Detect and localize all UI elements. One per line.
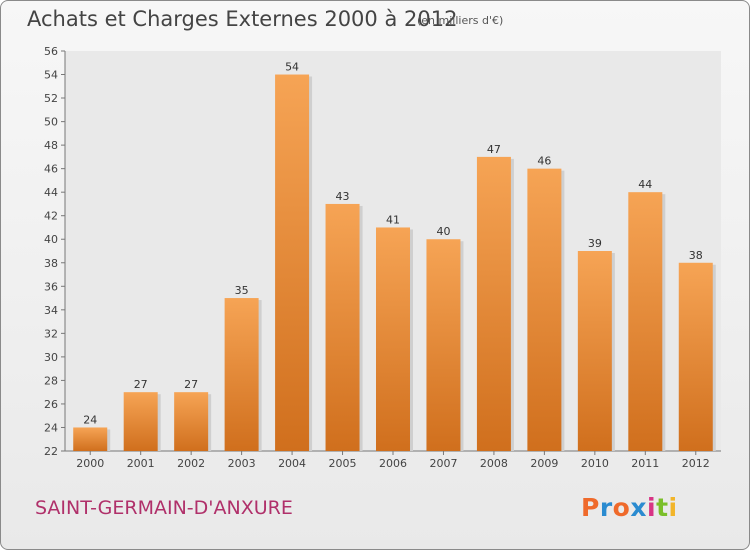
logo-letter: P [581,493,600,522]
bar [275,74,310,451]
bar-value-label: 27 [134,378,148,391]
y-tick-label: 54 [44,69,58,82]
y-tick-label: 38 [44,257,58,270]
bar-value-label: 35 [235,284,249,297]
chart-subtitle: (en milliers d'€) [417,14,504,27]
bar-value-label: 40 [436,225,450,238]
bar [577,251,612,451]
logo-letter: i [668,493,678,522]
bar-value-label: 47 [487,143,501,156]
bar [325,203,360,451]
bar-value-label: 54 [285,61,299,74]
y-tick-label: 50 [44,116,58,129]
x-tick-label: 2010 [581,457,609,470]
bar-value-label: 24 [83,413,97,426]
logo-letter: r [599,493,613,522]
bar-value-label: 41 [386,213,400,226]
bar-value-label: 38 [689,249,703,262]
x-tick-label: 2009 [530,457,558,470]
y-tick-label: 44 [44,186,58,199]
x-tick-label: 2005 [329,457,357,470]
bar [628,192,663,452]
commune-name: SAINT-GERMAIN-D'ANXURE [35,497,293,519]
proxiti-logo[interactable]: Proxiti [581,493,678,522]
x-tick-label: 2006 [379,457,407,470]
bar [73,427,108,451]
bar-value-label: 43 [336,190,350,203]
y-tick-label: 36 [44,280,58,293]
y-tick-label: 52 [44,92,58,105]
logo-letter: i [647,493,657,522]
y-tick-label: 26 [44,398,58,411]
bar [224,298,259,451]
bar [426,239,461,451]
y-tick-label: 48 [44,139,58,152]
bar [527,168,562,451]
bar-value-label: 27 [184,378,198,391]
y-tick-label: 56 [44,45,58,58]
logo-letter: x [630,493,647,522]
y-tick-label: 30 [44,351,58,364]
y-tick-label: 42 [44,210,58,223]
x-tick-label: 2002 [177,457,205,470]
x-tick-label: 2012 [682,457,710,470]
y-tick-label: 24 [44,421,58,434]
chart-title: Achats et Charges Externes 2000 à 2012 [27,7,458,31]
bar [376,227,410,451]
y-tick-label: 28 [44,374,58,387]
x-tick-label: 2011 [631,457,659,470]
bar-value-label: 44 [638,178,652,191]
x-tick-label: 2001 [127,457,155,470]
y-tick-label: 34 [44,304,58,317]
bar [476,156,511,451]
y-tick-label: 40 [44,233,58,246]
logo-letter: t [656,493,669,522]
y-tick-label: 22 [44,445,58,458]
y-tick-label: 32 [44,327,58,340]
bar-value-label: 39 [588,237,602,250]
x-tick-label: 2003 [228,457,256,470]
bar [174,392,209,451]
x-tick-label: 2007 [429,457,457,470]
x-tick-label: 2008 [480,457,508,470]
bar-value-label: 46 [537,155,551,168]
y-tick-label: 46 [44,163,58,176]
x-tick-label: 2004 [278,457,306,470]
bar [123,392,158,451]
bar [678,262,713,451]
logo-letter: o [612,493,631,522]
x-tick-label: 2000 [76,457,104,470]
